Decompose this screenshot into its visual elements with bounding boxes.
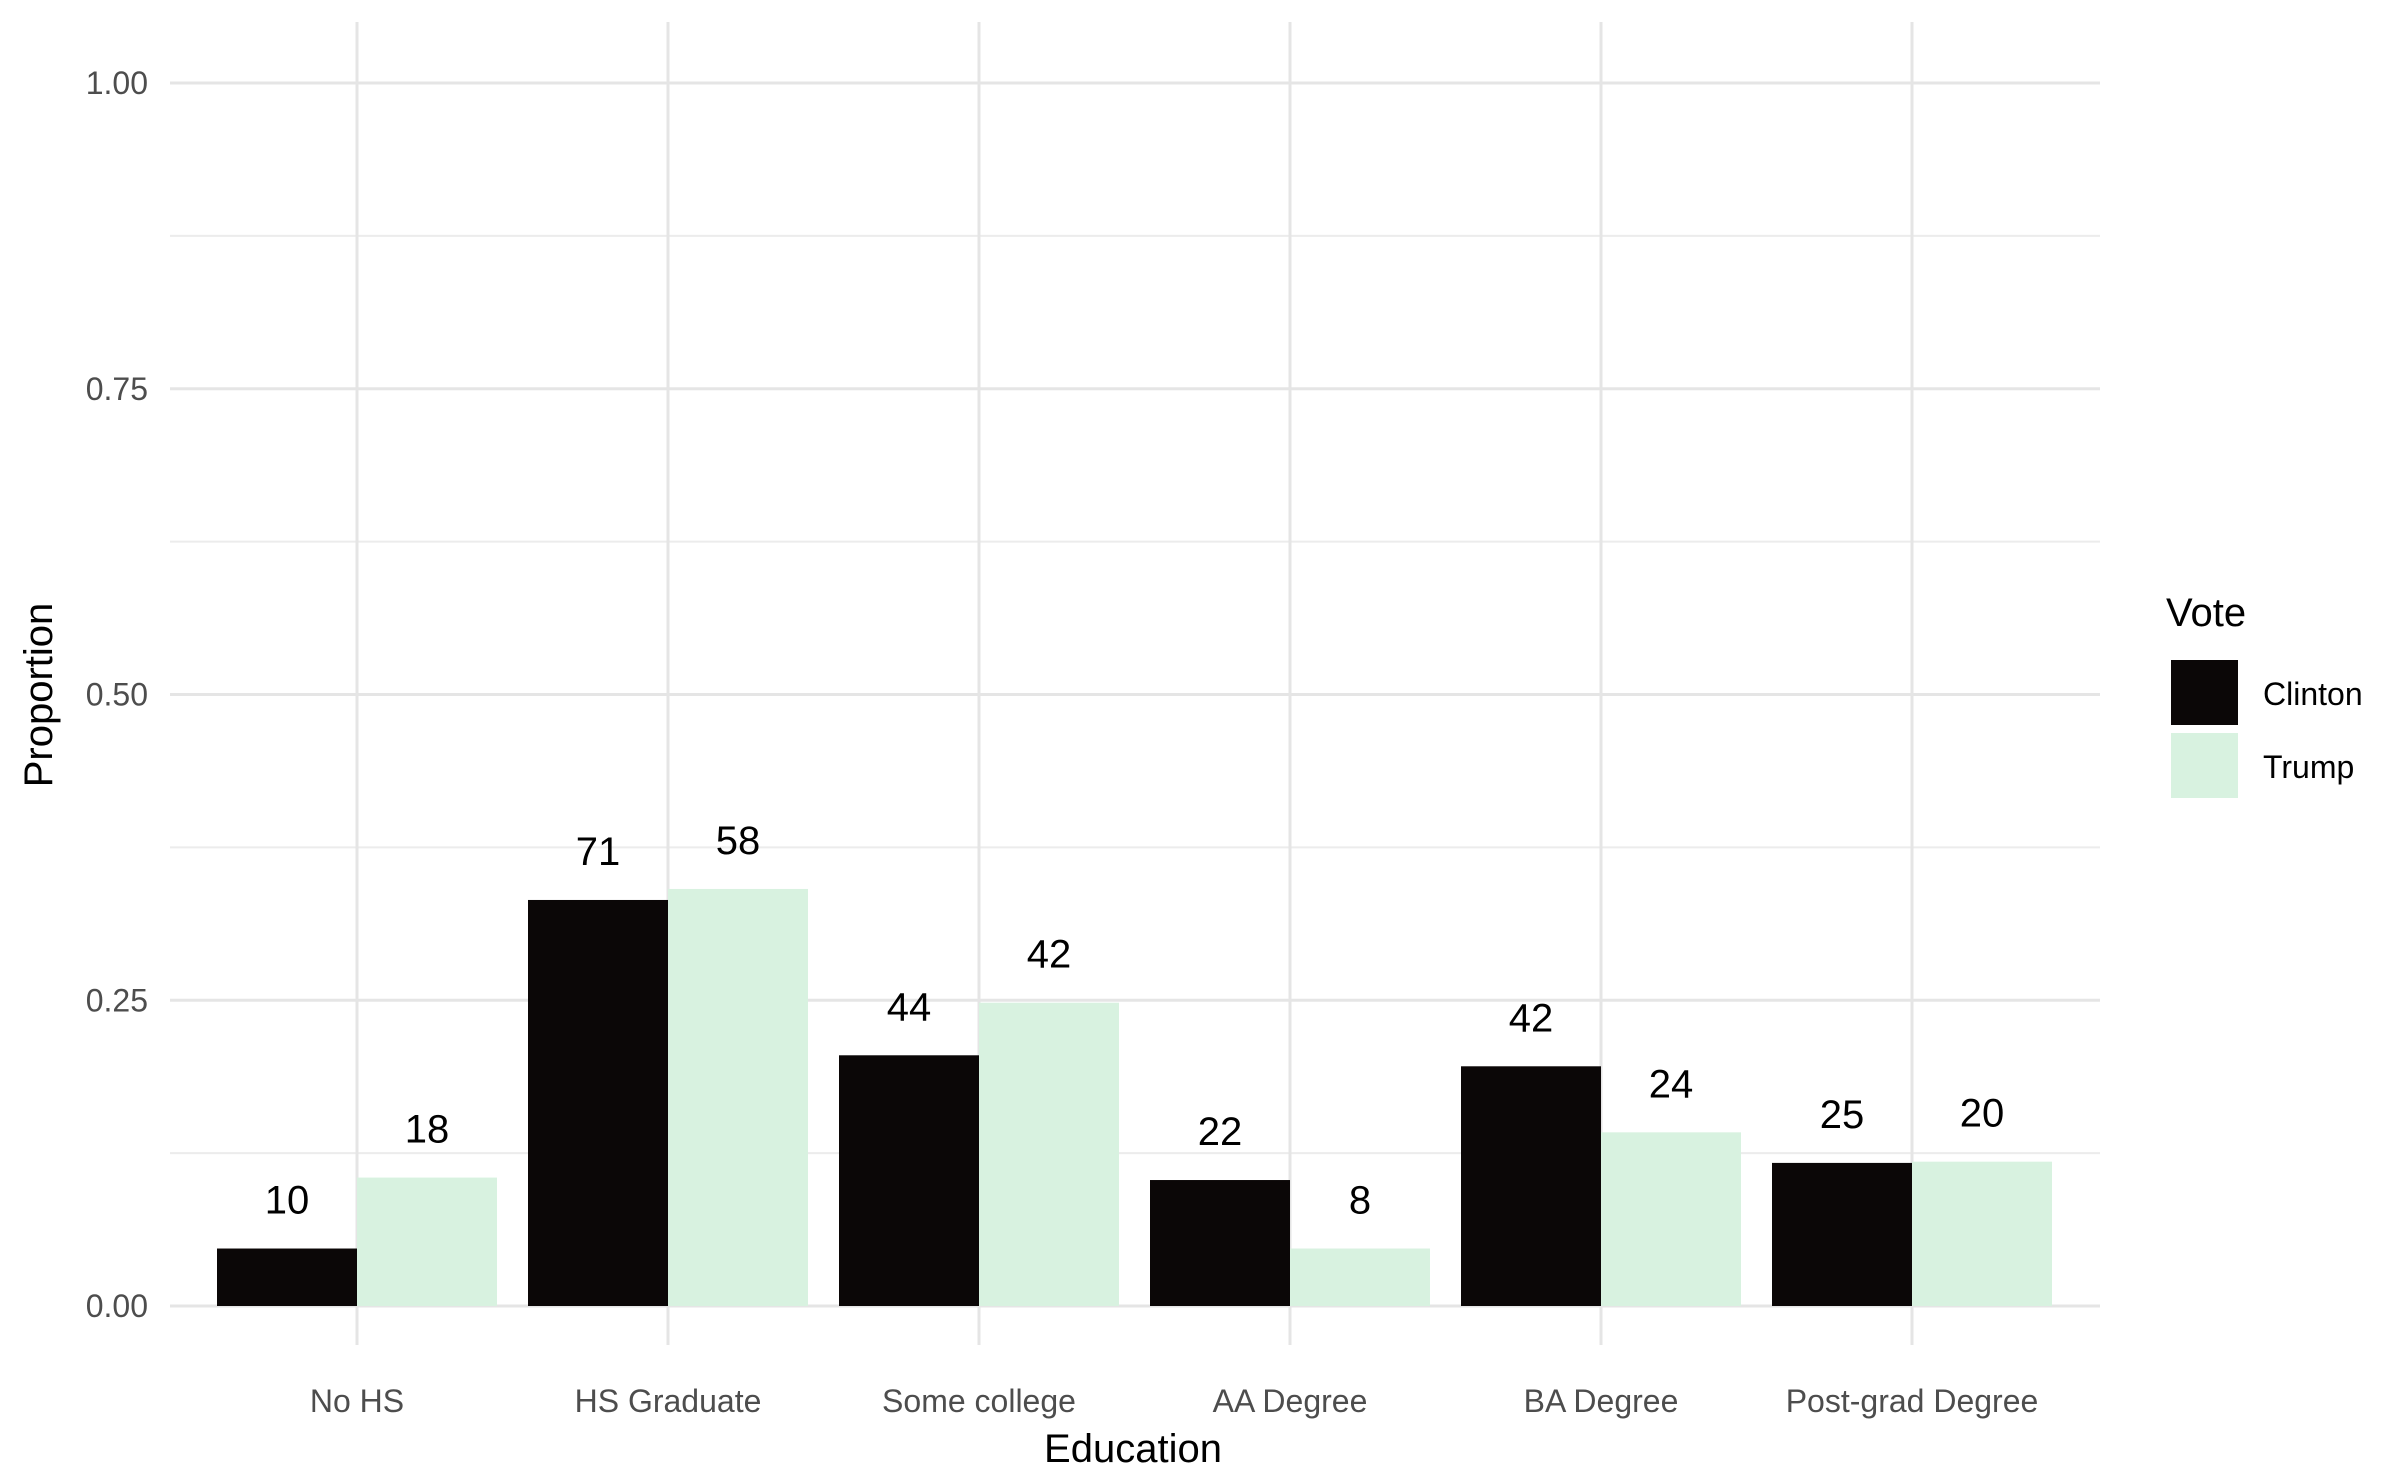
y-tick-label: 0.25 (86, 982, 148, 1018)
legend-label: Trump (2263, 749, 2354, 785)
bar-value-label: 24 (1649, 1062, 1694, 1106)
bar-trump (1601, 1132, 1741, 1306)
bar-trump (979, 1002, 1119, 1306)
legend-swatch-clinton (2171, 660, 2238, 725)
legend-title: Vote (2166, 591, 2246, 635)
y-tick-label: 1.00 (86, 65, 148, 101)
y-tick-label: 0.75 (86, 371, 148, 407)
bar-clinton (1772, 1162, 1912, 1306)
x-tick-label: No HS (310, 1383, 404, 1419)
bar-trump (357, 1177, 497, 1306)
y-tick-label: 0.50 (86, 677, 148, 713)
x-tick-label: HS Graduate (575, 1383, 762, 1419)
bars (217, 888, 2052, 1306)
bar-clinton (839, 1055, 979, 1306)
bar-value-label: 42 (1509, 996, 1554, 1040)
grid-lines (170, 22, 2100, 1345)
x-tick-label: BA Degree (1524, 1383, 1679, 1419)
bar-value-label: 8 (1349, 1179, 1371, 1223)
legend-label: Clinton (2263, 676, 2363, 712)
bar-value-label: 71 (576, 830, 621, 874)
bar-value-labels: 10 18 71 58 44 42 22 8 42 24 25 20 (265, 819, 2005, 1223)
x-axis-title: Education (1044, 1427, 1222, 1471)
bar-value-label: 22 (1198, 1110, 1243, 1154)
x-tick-label: Some college (882, 1383, 1076, 1419)
bar-clinton (217, 1248, 357, 1306)
bar-trump (1912, 1161, 2052, 1306)
bar-value-label: 10 (265, 1179, 310, 1223)
legend: Vote Clinton Trump (2166, 591, 2363, 798)
x-axis-ticks: No HS HS Graduate Some college AA Degree BA … (310, 1383, 2038, 1419)
y-axis-ticks: 0.00 0.25 0.50 0.75 1.00 (86, 65, 148, 1324)
legend-swatch-trump (2171, 733, 2238, 798)
bar-value-label: 25 (1820, 1093, 1865, 1137)
legend-items: Clinton Trump (2171, 660, 2363, 798)
x-tick-label: AA Degree (1213, 1383, 1368, 1419)
y-axis-title: Proportion (17, 603, 61, 788)
bar-value-label: 58 (716, 819, 761, 863)
bar-value-label: 42 (1027, 933, 1072, 977)
bar-trump (1290, 1248, 1430, 1306)
y-tick-label: 0.00 (86, 1288, 148, 1324)
bar-clinton (1150, 1180, 1290, 1306)
bar-value-label: 18 (405, 1108, 450, 1152)
bar-value-label: 20 (1960, 1092, 2005, 1136)
x-tick-label: Post-grad Degree (1786, 1383, 2039, 1419)
bar-clinton (1461, 1066, 1601, 1306)
bar-clinton (528, 899, 668, 1306)
bar-trump (668, 888, 808, 1306)
bar-value-label: 44 (887, 985, 932, 1029)
